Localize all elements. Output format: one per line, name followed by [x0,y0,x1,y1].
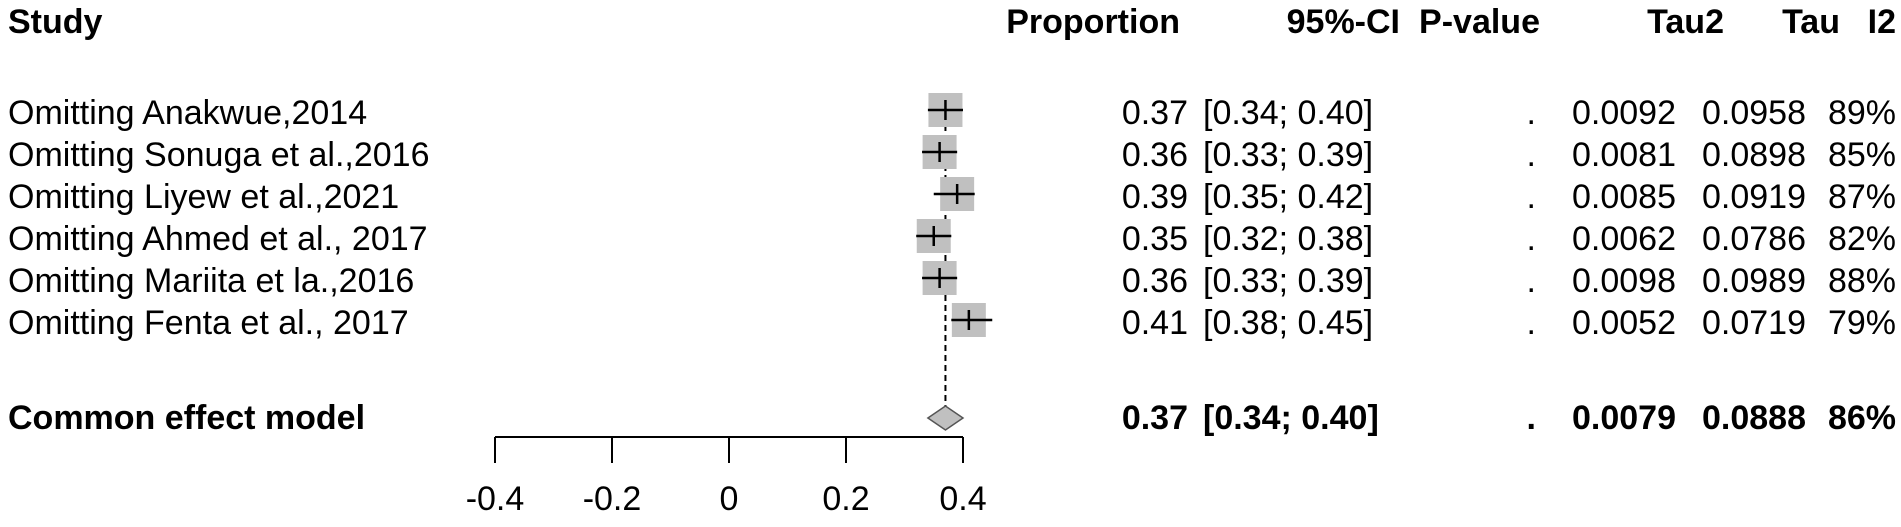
summary-i2: 86% [1827,399,1896,437]
row-tau2: 0.0085 [1572,178,1676,216]
row-i2: 82% [1827,220,1896,258]
summary-ci: [0.34; 0.40] [1203,399,1379,437]
row-ci: [0.33; 0.39] [1203,262,1374,300]
x-tick-label: 0 [720,480,739,518]
row-i2: 89% [1827,94,1896,132]
row-tau2: 0.0098 [1572,262,1676,300]
row-ci: [0.38; 0.45] [1203,304,1374,342]
header-pvalue: P-value [1419,3,1540,41]
row-pvalue: . [1526,94,1536,132]
header-ci: 95%-CI [1286,3,1400,41]
row-tau2: 0.0052 [1572,304,1676,342]
pooled-diamond [926,405,965,431]
row-ci: [0.34; 0.40] [1203,94,1374,132]
row-proportion: 0.36 [1121,136,1188,174]
x-tick-label: 0.2 [822,480,869,518]
row-pvalue: . [1526,304,1536,342]
row-ci: [0.35; 0.42] [1203,178,1374,216]
row-tau: 0.0989 [1702,262,1806,300]
row-study: Omitting Ahmed et al., 2017 [8,220,428,258]
row-i2: 79% [1827,304,1896,342]
row-study: Omitting Sonuga et al.,2016 [8,136,430,174]
row-pvalue: . [1526,262,1536,300]
row-study: Omitting Fenta et al., 2017 [8,304,409,342]
x-tick-label: 0.4 [939,480,986,518]
row-tau: 0.0898 [1702,136,1806,174]
x-tick-label: -0.2 [583,480,642,518]
summary-tau2: 0.0079 [1572,399,1676,437]
row-proportion: 0.36 [1121,262,1188,300]
row-tau2: 0.0062 [1572,220,1676,258]
row-proportion: 0.35 [1121,220,1188,258]
row-i2: 88% [1827,262,1896,300]
row-tau: 0.0958 [1702,94,1806,132]
row-pvalue: . [1526,220,1536,258]
row-study: Omitting Anakwue,2014 [8,94,368,132]
header-tau: Tau [1782,3,1840,41]
row-pvalue: . [1526,136,1536,174]
row-ci: [0.33; 0.39] [1203,136,1374,174]
row-proportion: 0.41 [1121,304,1188,342]
x-tick-label: -0.4 [466,480,525,518]
summary-pvalue: . [1526,399,1536,437]
summary-tau: 0.0888 [1702,399,1806,437]
summary-study: Common effect model [8,399,366,437]
row-i2: 87% [1827,178,1896,216]
row-study: Omitting Mariita et la.,2016 [8,262,415,300]
row-pvalue: . [1526,178,1536,216]
row-i2: 85% [1827,136,1896,174]
row-tau2: 0.0081 [1572,136,1676,174]
row-tau: 0.0719 [1702,304,1806,342]
header-i2: I2 [1867,3,1896,41]
row-proportion: 0.37 [1121,94,1188,132]
row-proportion: 0.39 [1121,178,1188,216]
row-study: Omitting Liyew et al.,2021 [8,178,400,216]
row-tau: 0.0786 [1702,220,1806,258]
header-tau2: Tau2 [1647,3,1724,41]
header-proportion: Proportion [1006,3,1180,41]
header-study: Study [8,3,103,41]
row-tau: 0.0919 [1702,178,1806,216]
summary-proportion: 0.37 [1121,399,1188,437]
row-tau2: 0.0092 [1572,94,1676,132]
row-ci: [0.32; 0.38] [1203,220,1374,258]
